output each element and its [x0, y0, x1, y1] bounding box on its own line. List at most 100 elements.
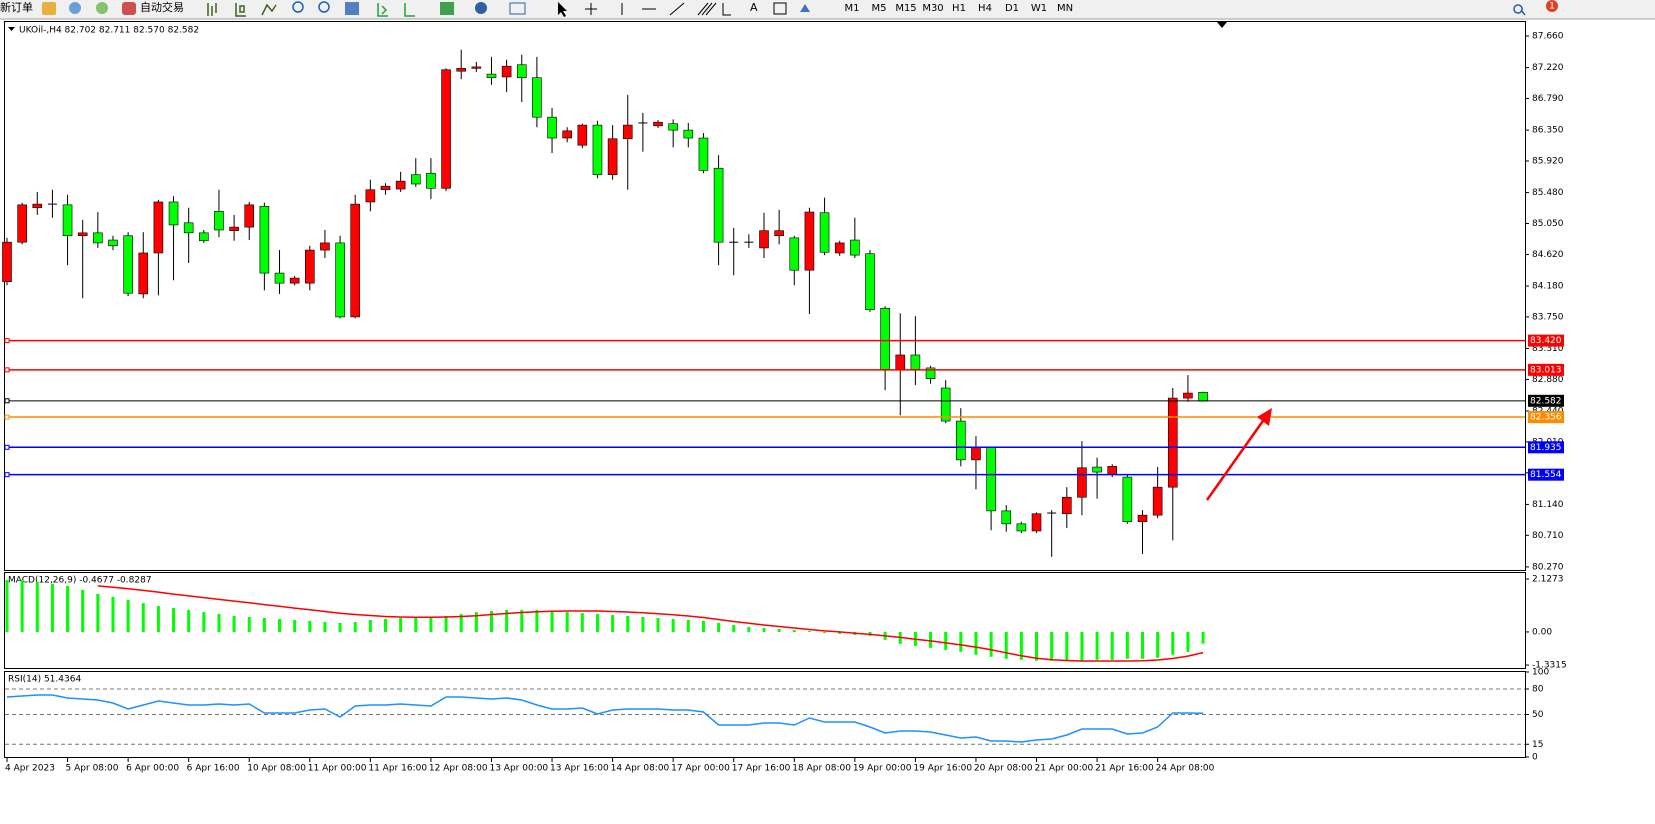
crosshair-tool[interactable]: [585, 3, 597, 15]
macd-bar: [1035, 631, 1039, 661]
x-tick-label: 11 Apr 16:00: [368, 764, 427, 774]
candle-body: [1092, 466, 1102, 473]
level-label-bg: [1528, 334, 1564, 347]
y-tick-label: 85.920: [1532, 157, 1564, 167]
candle-body: [32, 203, 43, 209]
candle-body: [895, 354, 906, 370]
icon[interactable]: [261, 3, 277, 16]
icon[interactable]: [96, 2, 108, 14]
x-tick-label: 18 Apr 08:00: [792, 764, 851, 774]
macd-bar: [505, 610, 509, 632]
period-button[interactable]: M30: [922, 3, 943, 14]
macd-bar: [717, 622, 721, 632]
symbol-menu[interactable]: [8, 27, 15, 31]
auto-trading-icon[interactable]: [122, 2, 136, 15]
y-tick-label: -1.3315: [1532, 661, 1567, 671]
icon[interactable]: [235, 3, 246, 17]
period-button[interactable]: D1: [1005, 3, 1019, 14]
plot-area: UKOil-,H4 82.702 82.711 82.570 82.582 87.…: [2, 26, 1567, 774]
icon[interactable]: [42, 2, 56, 15]
x-tick-label: 12 Apr 08:00: [429, 764, 488, 774]
level-label: 83.420: [1530, 336, 1562, 346]
toolbar: 新订单 自动交易 A 1 M1 M5 M15 M30 H1 H4 D1 W1 MN: [0, 0, 1655, 20]
line-tools[interactable]: [621, 2, 685, 16]
icon[interactable]: [377, 3, 388, 17]
candle-body: [910, 354, 921, 370]
icon[interactable]: [69, 2, 81, 14]
macd-bar: [414, 617, 418, 632]
candle-body: [108, 239, 118, 247]
candle-body: [62, 204, 73, 237]
y-tick-label: 86.350: [1532, 126, 1564, 136]
macd-bar: [1125, 631, 1129, 659]
x-tick-label: 6 Apr 16:00: [187, 764, 240, 774]
candle-body: [865, 253, 875, 311]
y-tick-label: 2.1273: [1532, 575, 1564, 585]
candle-body: [547, 116, 557, 139]
macd-bar: [641, 617, 645, 632]
fibo-tool[interactable]: [722, 3, 731, 16]
period-button[interactable]: W1: [1031, 3, 1047, 14]
period-button[interactable]: MN: [1057, 3, 1073, 14]
y-tick-label: 50: [1532, 710, 1544, 720]
level-label: 81.554: [1530, 470, 1562, 480]
auto-trading-button[interactable]: 自动交易: [140, 0, 184, 14]
y-tick-label: 87.660: [1532, 32, 1564, 42]
macd-bar: [1156, 631, 1160, 658]
macd-bar: [156, 606, 160, 632]
templates[interactable]: [509, 2, 526, 15]
periods[interactable]: [475, 2, 487, 14]
text-tool[interactable]: A: [750, 1, 758, 14]
level-label: 83.013: [1530, 365, 1562, 375]
macd-bar: [671, 619, 675, 632]
level-label-bg: [1528, 468, 1564, 481]
candle-body: [1183, 392, 1193, 399]
candle-body: [501, 65, 512, 78]
search[interactable]: [1513, 4, 1526, 16]
period-button[interactable]: H1: [952, 3, 966, 14]
period-button[interactable]: M15: [895, 3, 916, 14]
candle-body: [365, 189, 376, 203]
notification-badge[interactable]: [1546, 0, 1558, 12]
arrow-head: [1257, 408, 1272, 426]
zoom-out[interactable]: [318, 1, 330, 13]
level-anchor: [4, 414, 10, 420]
period-button[interactable]: M5: [872, 3, 887, 14]
zoom-in[interactable]: [292, 1, 304, 13]
macd-bar: [399, 618, 403, 632]
candle-body: [380, 185, 391, 191]
candle-body: [1122, 476, 1133, 522]
candle-body: [668, 123, 678, 131]
icon[interactable]: [404, 3, 415, 17]
new-order-button[interactable]: 新订单: [0, 0, 33, 14]
candle-body: [229, 226, 239, 231]
macd-bar: [232, 616, 236, 632]
candle-body: [199, 232, 209, 242]
cursor-tool[interactable]: [558, 2, 567, 17]
y-tick-label: 83.310: [1532, 344, 1564, 354]
arrows-tool[interactable]: [800, 4, 810, 12]
macd-bar: [35, 581, 39, 632]
level-label: 82.582: [1530, 396, 1562, 406]
period-button[interactable]: H4: [978, 3, 992, 14]
macd-bar: [747, 626, 751, 632]
period-button[interactable]: M1: [845, 3, 860, 14]
candle-body: [940, 387, 951, 422]
icon[interactable]: [345, 2, 359, 15]
macd-bar: [262, 618, 266, 632]
candle-body: [683, 129, 694, 139]
arrow-shaft: [1205, 417, 1267, 501]
y-tick-label: 85.050: [1532, 219, 1564, 229]
candle-body: [214, 210, 224, 231]
icon[interactable]: [207, 3, 217, 16]
label-tool[interactable]: [773, 2, 787, 15]
macd-bar: [384, 619, 387, 632]
channel-tool[interactable]: [697, 2, 717, 16]
x-tick-label: 4 Apr 2023: [5, 764, 55, 774]
level-anchor: [4, 367, 10, 373]
candle-body: [759, 230, 769, 249]
level-label-bg: [1528, 441, 1564, 454]
indicators[interactable]: [440, 2, 454, 15]
macd-bar: [1110, 631, 1114, 660]
